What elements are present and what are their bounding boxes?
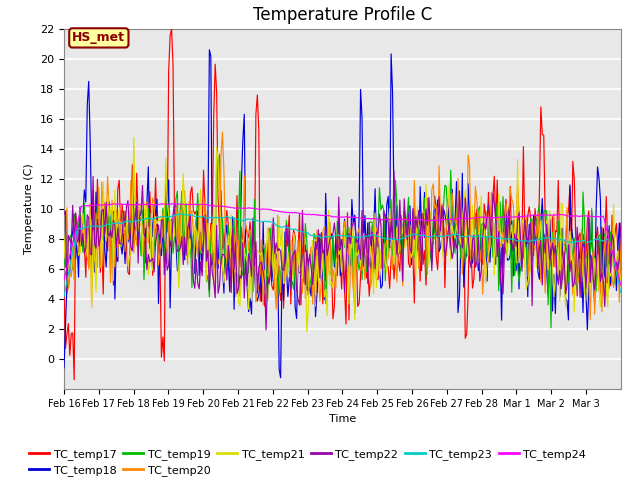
Y-axis label: Temperature (C): Temperature (C) [24, 163, 35, 254]
Title: Temperature Profile C: Temperature Profile C [253, 6, 432, 24]
Text: HS_met: HS_met [72, 31, 125, 45]
Legend: TC_temp17, TC_temp18, TC_temp19, TC_temp20, TC_temp21, TC_temp22, TC_temp23, TC_: TC_temp17, TC_temp18, TC_temp19, TC_temp… [25, 444, 591, 480]
X-axis label: Time: Time [329, 414, 356, 424]
